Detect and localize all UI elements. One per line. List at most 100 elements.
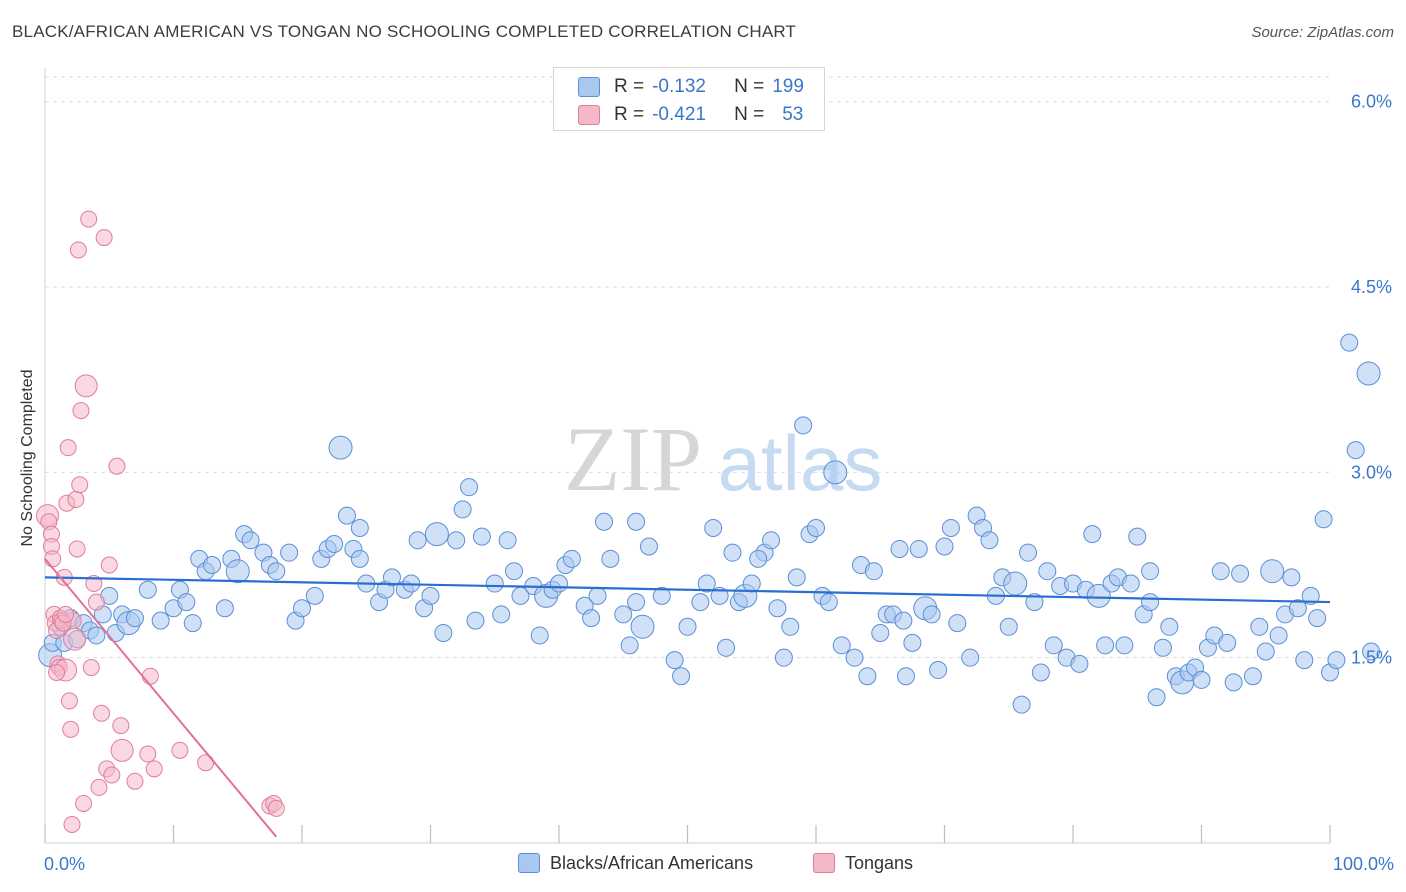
correlation-legend: R = -0.132 N = 199 R = -0.421 N = 53	[553, 67, 825, 131]
data-point	[280, 543, 299, 562]
data-point	[832, 636, 851, 655]
data-point	[108, 457, 126, 475]
data-point	[460, 478, 479, 497]
data-point	[328, 435, 353, 460]
data-point	[601, 549, 620, 568]
legend-swatch-pink	[813, 853, 835, 873]
n-value: 53	[782, 104, 804, 125]
data-point	[145, 760, 163, 778]
data-point	[691, 593, 710, 612]
data-point	[126, 772, 144, 790]
data-point	[1192, 670, 1211, 689]
watermark: ZIP atlas	[564, 408, 882, 510]
data-point	[717, 638, 736, 657]
data-point	[350, 549, 369, 568]
r-value: -0.421	[652, 104, 706, 125]
series-blacks-points	[38, 333, 1381, 714]
watermark-zip: ZIP	[564, 408, 702, 510]
data-point	[505, 562, 524, 581]
data-point	[871, 623, 890, 642]
series-tongans-points	[36, 210, 285, 833]
source-label: Source: ZipAtlas.com	[1251, 24, 1394, 41]
data-point	[807, 518, 825, 537]
data-point	[421, 586, 440, 605]
data-point	[710, 586, 729, 605]
data-point	[447, 531, 466, 550]
data-point	[961, 648, 980, 667]
y-tick-label: 1.5%	[1351, 648, 1392, 668]
data-point	[110, 738, 134, 762]
bottom-legend-tongans[interactable]: Tongans	[813, 850, 913, 876]
data-point	[68, 540, 86, 558]
data-point	[1147, 688, 1166, 707]
x-tick-label: 100.0%	[1333, 854, 1394, 874]
data-point	[794, 416, 813, 435]
data-point	[82, 659, 100, 677]
y-tick-label: 6.0%	[1351, 92, 1392, 112]
y-tick-label: 3.0%	[1351, 462, 1392, 482]
data-point	[485, 574, 504, 593]
data-point	[95, 229, 113, 247]
data-point	[1282, 568, 1301, 587]
data-point	[614, 605, 633, 624]
data-point	[93, 704, 111, 722]
legend-swatch-pink	[578, 105, 600, 125]
data-point	[665, 651, 684, 670]
data-point	[183, 614, 202, 633]
data-point	[980, 531, 999, 550]
data-point	[723, 543, 742, 562]
data-point	[1038, 562, 1057, 581]
data-point	[62, 720, 80, 738]
data-point	[85, 575, 103, 593]
data-point	[1301, 586, 1320, 605]
data-point	[890, 539, 909, 558]
data-point	[90, 778, 108, 796]
data-point	[858, 667, 877, 686]
data-point	[1141, 593, 1160, 612]
data-point	[87, 593, 105, 611]
data-point	[1044, 636, 1063, 655]
data-point	[704, 518, 723, 537]
data-point	[151, 611, 170, 630]
data-point	[71, 476, 89, 494]
data-point	[1153, 638, 1172, 657]
data-point	[350, 518, 369, 537]
data-point	[434, 623, 453, 642]
legend-label-blacks: Blacks/African Americans	[550, 852, 754, 873]
n-value: 199	[772, 76, 804, 97]
data-point	[1356, 361, 1381, 386]
data-point	[466, 611, 485, 630]
chart-title: BLACK/AFRICAN AMERICAN VS TONGAN NO SCHO…	[12, 22, 797, 41]
data-point	[141, 667, 159, 685]
data-point	[267, 799, 285, 817]
data-point	[1083, 525, 1102, 544]
data-point	[922, 605, 941, 624]
data-point	[267, 562, 286, 581]
trend-line-blacks	[44, 576, 1331, 604]
data-point	[59, 439, 77, 457]
data-point	[112, 717, 130, 735]
r-label: R =	[614, 104, 645, 125]
data-point	[1121, 574, 1140, 593]
bottom-legend-blacks[interactable]: Blacks/African Americans	[518, 850, 753, 876]
data-point	[787, 568, 806, 587]
data-point	[582, 609, 601, 628]
data-point	[1224, 673, 1243, 692]
data-point	[1086, 583, 1111, 608]
r-label: R =	[614, 76, 645, 97]
y-tick-label: 4.5%	[1351, 277, 1392, 297]
x-tick-label: 0.0%	[44, 854, 85, 874]
data-point	[63, 815, 81, 833]
legend-row-blacks: R = -0.132 N = 199	[578, 74, 804, 100]
data-point	[941, 518, 960, 537]
data-point	[57, 605, 75, 623]
data-point	[177, 593, 196, 612]
data-point	[1211, 562, 1230, 581]
data-point	[60, 692, 78, 710]
n-label: N =	[734, 76, 765, 97]
data-point	[894, 611, 913, 630]
data-point	[1269, 626, 1288, 645]
data-point	[627, 593, 646, 612]
data-point	[1308, 609, 1327, 628]
